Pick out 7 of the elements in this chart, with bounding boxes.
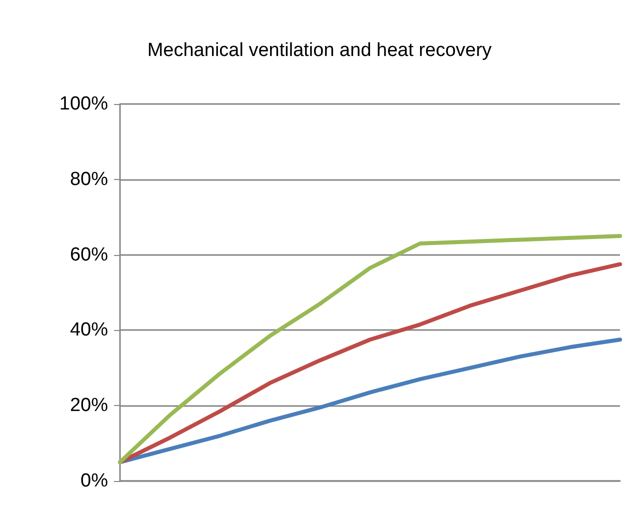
y-tick-label: 60% xyxy=(70,244,108,266)
y-tick-label: 0% xyxy=(80,470,108,492)
chart-title: Mechanical ventilation and heat recovery xyxy=(147,40,492,61)
y-tick-label: 40% xyxy=(70,320,108,341)
y-tick-label: 80% xyxy=(70,168,108,190)
y-tick-label: 20% xyxy=(70,395,108,416)
y-tick-label: 100% xyxy=(59,94,108,114)
